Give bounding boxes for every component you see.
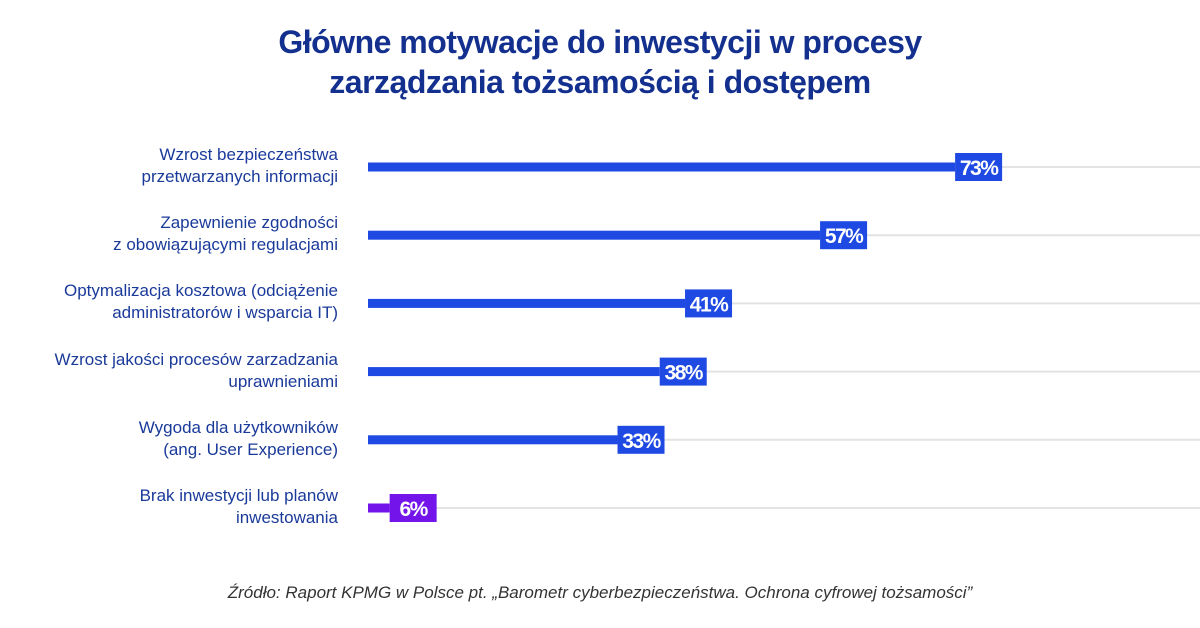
value-label-box: [820, 221, 868, 250]
bar: [368, 230, 821, 240]
category-label: Brak inwestycji lub planów inwestowania: [0, 485, 338, 529]
category-label-line: Optymalizacja kosztowa (odciążenie: [63, 281, 338, 301]
category-label-line: Wzrost jakości procesów zarzadzania: [54, 349, 338, 369]
category-label: Optymalizacja kosztowa (odciążenie admini…: [0, 280, 338, 324]
title-line-2: zarządzania tożsamością i dostępem: [329, 64, 871, 100]
category-label-line: z obowiązującymi regulacjami: [113, 235, 338, 255]
bar: [368, 435, 618, 445]
value-label-box: [659, 357, 707, 386]
value-label-box: [685, 289, 733, 318]
value-label-box: [389, 494, 437, 522]
bar: [368, 298, 686, 308]
category-label-line: Zapewnienie zgodności: [160, 213, 338, 233]
bar: [368, 162, 956, 172]
category-label-line: inwestowania: [235, 508, 338, 527]
value-label-box: [955, 153, 1003, 181]
chart-title: Główne motywacje do inwestycji w procesy…: [0, 22, 1200, 102]
value-label: 38%: [664, 362, 703, 385]
category-label-line: Wygoda dla użytkowników: [138, 417, 338, 437]
category-label: Zapewnienie zgodności z obowiązującymi re…: [0, 212, 338, 256]
value-label-box: [617, 425, 665, 454]
category-label-line: uprawnieniami: [228, 371, 338, 391]
value-label: 57%: [825, 225, 864, 248]
category-label-line: Wzrost bezpieczeństwa: [159, 145, 338, 164]
category-label: Wygoda dla użytkowników (ang. User Experi…: [0, 417, 338, 461]
title-line-1: Główne motywacje do inwestycji w procesy: [278, 24, 922, 60]
category-label-line: Brak inwestycji lub planów: [139, 486, 338, 505]
value-label: 41%: [690, 293, 729, 316]
category-label: Wzrost jakości procesów zarzadzania upraw…: [0, 349, 338, 393]
source-note: Źródło: Raport KPMG w Polsce pt. „Barome…: [227, 583, 973, 602]
bar: [368, 503, 390, 513]
value-label: 33%: [622, 430, 661, 453]
category-label: Wzrost bezpieczeństwa przetwarzanych info…: [0, 144, 338, 188]
value-label: 73%: [960, 157, 999, 180]
value-label: 6%: [399, 498, 428, 521]
bar: [368, 367, 660, 377]
category-label-line: (ang. User Experience): [163, 439, 338, 459]
category-label-line: przetwarzanych informacji: [141, 167, 338, 186]
category-label-line: administratorów i wsparcia IT): [112, 303, 338, 323]
